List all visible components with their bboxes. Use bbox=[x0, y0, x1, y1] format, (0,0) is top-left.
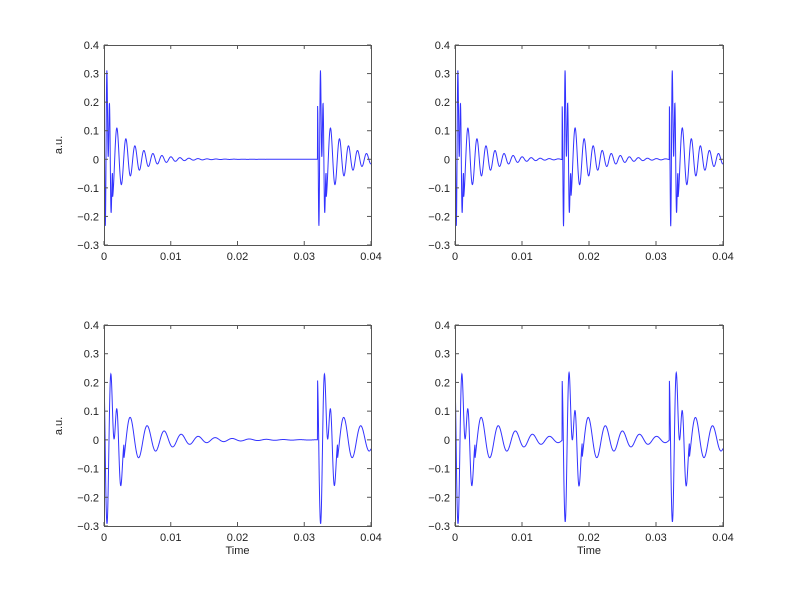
signal-line bbox=[455, 370, 723, 524]
y-tick-label: 0.2 bbox=[435, 97, 450, 109]
y-tick-label: −0.2 bbox=[77, 211, 99, 223]
signal-line bbox=[104, 70, 371, 226]
x-tick-label: 0.01 bbox=[511, 532, 532, 544]
y-tick-label: 0.2 bbox=[84, 377, 99, 389]
x-tick-label: 0.03 bbox=[645, 251, 666, 263]
x-tick-label: 0.02 bbox=[227, 532, 248, 544]
y-tick-label: 0.1 bbox=[435, 126, 450, 138]
y-tick-label: 0.3 bbox=[84, 69, 99, 81]
x-tick-label: 0.03 bbox=[294, 251, 315, 263]
plot-bottom-left: a.u. Time 0 0.01 0.02 0.03 0.04 −0.3 −0.2 −0.1 0… bbox=[53, 320, 382, 557]
y-tick-label: 0.1 bbox=[84, 406, 99, 418]
x-tick-label: 0.04 bbox=[360, 532, 381, 544]
x-tick-label: 0 bbox=[101, 532, 107, 544]
x-tick-label: 0.02 bbox=[227, 251, 248, 263]
x-tick-label: 0 bbox=[101, 251, 107, 263]
y-tick-label: −0.3 bbox=[428, 240, 450, 252]
y-tick-label: −0.3 bbox=[77, 240, 99, 252]
plot-top-left: a.u. 0 0.01 0.02 0.03 0.04 −0.3 −0.2 −0.1 0 0.1 0.… bbox=[53, 40, 382, 263]
x-tick-label: 0.01 bbox=[511, 251, 532, 263]
x-tick-label: 0.04 bbox=[360, 251, 381, 263]
y-tick-label: 0.2 bbox=[84, 97, 99, 109]
plot-top-right: 0 0.01 0.02 0.03 0.04 −0.3 −0.2 −0.1 0 0.1 0.2 0.3 0… bbox=[428, 40, 733, 263]
y-tick-label: 0.4 bbox=[84, 40, 99, 52]
y-tick-label: −0.2 bbox=[428, 211, 450, 223]
x-tick-label: 0.02 bbox=[578, 251, 599, 263]
y-tick-label: −0.2 bbox=[77, 492, 99, 504]
x-tick-label: 0.03 bbox=[294, 532, 315, 544]
x-tick-label: 0 bbox=[452, 251, 458, 263]
x-axis-label: Time bbox=[577, 545, 601, 557]
x-tick-label: 0.04 bbox=[712, 532, 733, 544]
y-tick-label: 0 bbox=[93, 154, 99, 166]
x-tick-label: 0 bbox=[452, 532, 458, 544]
x-tick-label: 0.01 bbox=[160, 532, 181, 544]
y-tick-label: −0.2 bbox=[428, 492, 450, 504]
signal-line bbox=[455, 70, 723, 227]
y-tick-label: 0.2 bbox=[435, 377, 450, 389]
x-axis-label: Time bbox=[225, 545, 249, 557]
x-tick-label: 0.04 bbox=[712, 251, 733, 263]
y-tick-label: 0.3 bbox=[435, 69, 450, 81]
y-tick-label: 0.4 bbox=[84, 320, 99, 332]
y-tick-label: 0.4 bbox=[435, 40, 450, 52]
y-tick-label: 0.1 bbox=[84, 126, 99, 138]
y-tick-label: 0.4 bbox=[435, 320, 450, 332]
y-tick-label: 0.1 bbox=[435, 406, 450, 418]
y-tick-label: −0.3 bbox=[77, 521, 99, 533]
y-tick-label: 0 bbox=[444, 154, 450, 166]
x-tick-label: 0.02 bbox=[578, 532, 599, 544]
y-axis-label: a.u. bbox=[53, 136, 65, 154]
y-tick-label: 0.3 bbox=[84, 349, 99, 361]
y-tick-label: −0.1 bbox=[77, 183, 99, 195]
y-tick-label: 0 bbox=[444, 435, 450, 447]
x-tick-label: 0.01 bbox=[160, 251, 181, 263]
x-tick-label: 0.03 bbox=[645, 532, 666, 544]
y-tick-label: −0.3 bbox=[428, 521, 450, 533]
plot-bottom-right: Time 0 0.01 0.02 0.03 0.04 −0.3 −0.2 −0.1 0 0.1 0.… bbox=[428, 320, 733, 557]
y-tick-label: 0 bbox=[93, 435, 99, 447]
signal-line bbox=[104, 372, 371, 524]
y-tick-label: −0.1 bbox=[428, 464, 450, 476]
y-axis-label: a.u. bbox=[53, 417, 65, 435]
y-tick-label: −0.1 bbox=[77, 464, 99, 476]
y-tick-label: −0.1 bbox=[428, 183, 450, 195]
y-tick-label: 0.3 bbox=[435, 349, 450, 361]
